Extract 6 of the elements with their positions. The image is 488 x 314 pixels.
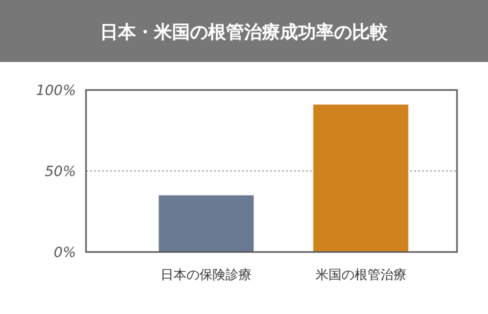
y-tick-label: 0% (54, 245, 76, 261)
x-tick-label: 日本の保険診療 (160, 268, 252, 283)
y-tick-label: 100% (36, 83, 76, 99)
x-tick-label: 米国の根管治療 (315, 268, 406, 283)
y-tick-label: 50% (44, 164, 76, 180)
chart-title: 日本・米国の根管治療成功率の比較 (100, 22, 389, 43)
